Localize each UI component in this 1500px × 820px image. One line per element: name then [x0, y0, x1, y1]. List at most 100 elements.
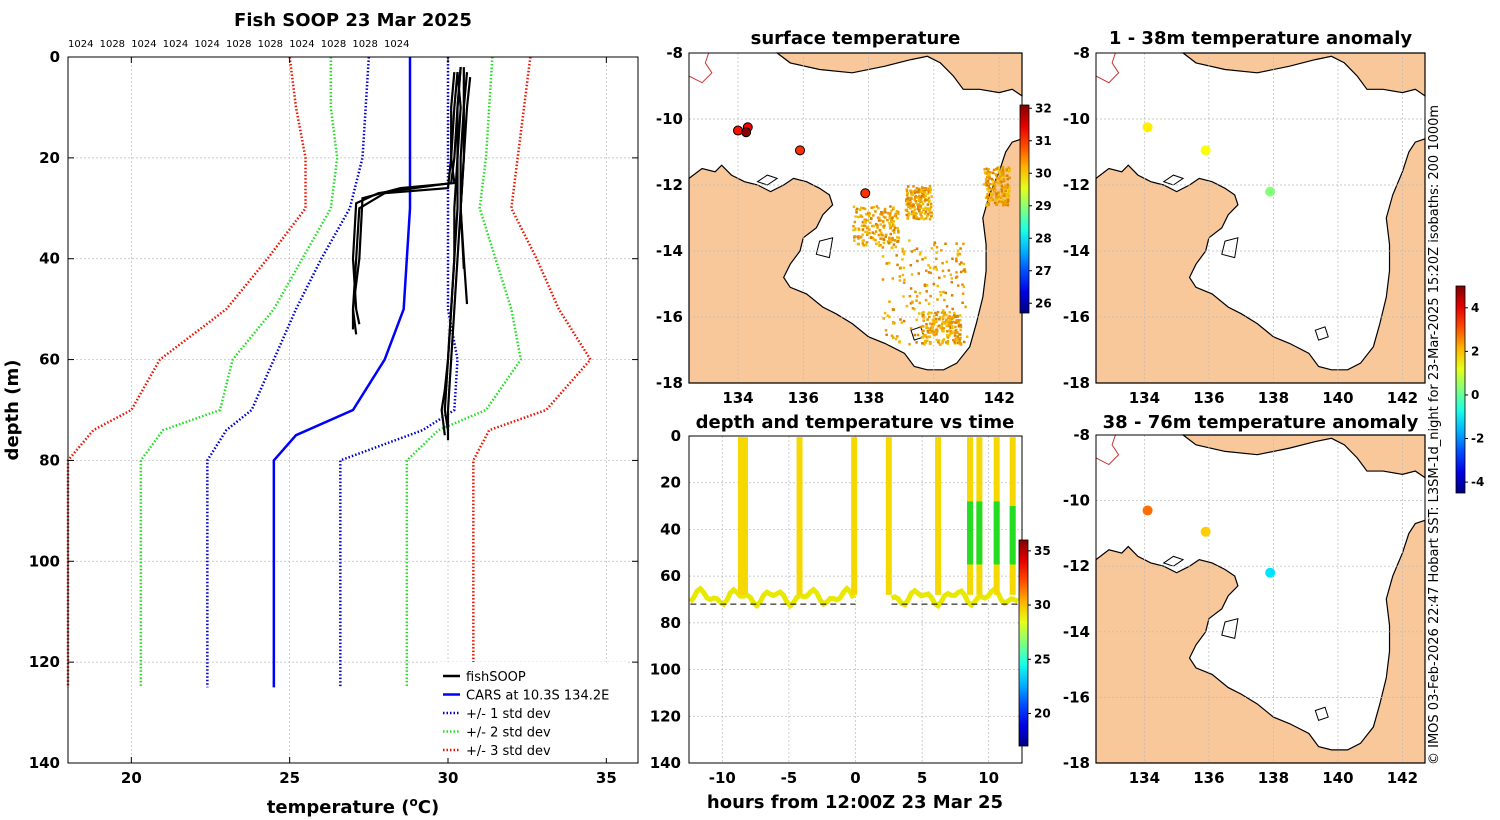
sst-pixel [1001, 165, 1005, 169]
sst-pixel [922, 192, 925, 196]
x-axis-label: temperature (oC) [267, 795, 439, 818]
sst-pixel [997, 193, 1000, 197]
sst-pixel [1007, 190, 1011, 193]
data-point [1142, 122, 1153, 133]
sst-pixel [953, 331, 957, 335]
sst-pixel [893, 239, 897, 242]
sst-pixel [909, 207, 912, 210]
sst-colorbar: 26 27 28 29 30 31 32 [1019, 101, 1052, 314]
sst-pixel [948, 318, 951, 322]
time-series-points [688, 437, 1020, 610]
series-line--2-std [139, 57, 339, 688]
sst-pixel [949, 332, 952, 335]
sst-pixel [1006, 200, 1010, 204]
sst-pixel [885, 233, 888, 237]
new-guinea-polygon [1181, 434, 1426, 479]
pressure-label: 1028 [321, 39, 346, 50]
sst-pixel [907, 204, 911, 207]
sst-pixel [1000, 200, 1004, 204]
sst-pixel [941, 329, 945, 333]
new-guinea-polygon [1181, 52, 1426, 98]
island-polygon [1221, 618, 1239, 639]
y-tick-label: -18 [1063, 374, 1090, 392]
sst-pixel [929, 205, 933, 209]
sst-pixel [939, 343, 942, 346]
sst-pixel [1006, 186, 1009, 190]
sst-pixel [933, 333, 936, 337]
sst-pixel [882, 226, 886, 229]
sst-pixel [918, 291, 922, 295]
sst-pixel [954, 315, 957, 319]
sst-pixel [987, 190, 991, 193]
sst-pixel [889, 212, 892, 215]
sst-pixel [915, 216, 919, 219]
sst-pixel [877, 219, 881, 222]
sst-pixel [891, 236, 894, 240]
sst-pixel [927, 187, 931, 191]
sst-pixel [863, 207, 867, 211]
sst-pixel [892, 228, 896, 232]
sst-pixel [1001, 173, 1005, 176]
sst-pixel [923, 212, 927, 215]
sst-pixel [1000, 180, 1003, 184]
sst-pixel [935, 268, 939, 271]
sst-pixel [950, 324, 954, 328]
anomaly-colorbar: -4 -2 0 2 4 [1455, 285, 1484, 494]
sst-pixel [857, 243, 861, 246]
sst-pixel [906, 185, 910, 188]
sst-pixel [995, 195, 998, 198]
x-tick-label: 134 [722, 389, 753, 407]
sst-pixel [909, 327, 913, 330]
x-tick-label: 0 [850, 769, 860, 787]
sst-pixel [1008, 186, 1011, 189]
y-tick-label: 140 [650, 754, 681, 772]
sst-pixel [959, 342, 963, 345]
sst-pixel [941, 320, 945, 324]
sst-pixel [945, 334, 949, 337]
cast-bar-deep [993, 501, 1000, 565]
sst-pixel [941, 269, 945, 273]
sst-pixel [902, 252, 906, 256]
sst-pixel [945, 321, 949, 324]
colorbar-tick-label: -4 [1471, 475, 1484, 489]
sst-pixel [913, 205, 916, 209]
sst-pixel [865, 241, 869, 244]
sst-pixel [902, 266, 906, 270]
sst-pixel [935, 328, 939, 332]
sst-pixel [908, 202, 911, 205]
sst-pixel [926, 214, 929, 218]
sst-pixel [990, 177, 994, 181]
sst-pixel [949, 273, 953, 277]
sst-pixel [985, 204, 988, 207]
sst-pixel [1002, 171, 1005, 174]
sst-pixel [944, 291, 948, 295]
sst-pixel [941, 317, 945, 321]
y-tick-label: 0 [671, 427, 681, 445]
sst-pixel [927, 302, 931, 306]
sst-pixel [925, 336, 928, 339]
sst-pixel [867, 211, 870, 215]
legend-label: CARS at 10.3S 134.2E [466, 689, 609, 704]
sst-pixel [915, 247, 919, 250]
sst-pixel [856, 235, 859, 238]
sst-pixel [919, 200, 922, 203]
sst-pixel [935, 317, 938, 321]
sst-pixel [924, 194, 927, 197]
sst-pixel [919, 205, 922, 208]
sst-pixel [965, 335, 969, 338]
sst-pixel [886, 240, 890, 243]
pressure-label: 1028 [100, 39, 125, 50]
sst-pixel [944, 242, 947, 246]
sst-pixel [916, 259, 919, 263]
sst-pixel [1006, 203, 1010, 207]
sst-pixel [883, 207, 887, 211]
sst-pixel [888, 315, 891, 319]
sst-pixel [1007, 198, 1010, 202]
map-title: surface temperature [751, 28, 961, 49]
sst-pixel [932, 266, 936, 270]
sst-pixel [879, 212, 882, 216]
sst-pixel [938, 324, 941, 328]
sst-pixel [908, 342, 911, 346]
sst-pixel [875, 205, 879, 208]
sst-pixel [861, 239, 865, 243]
